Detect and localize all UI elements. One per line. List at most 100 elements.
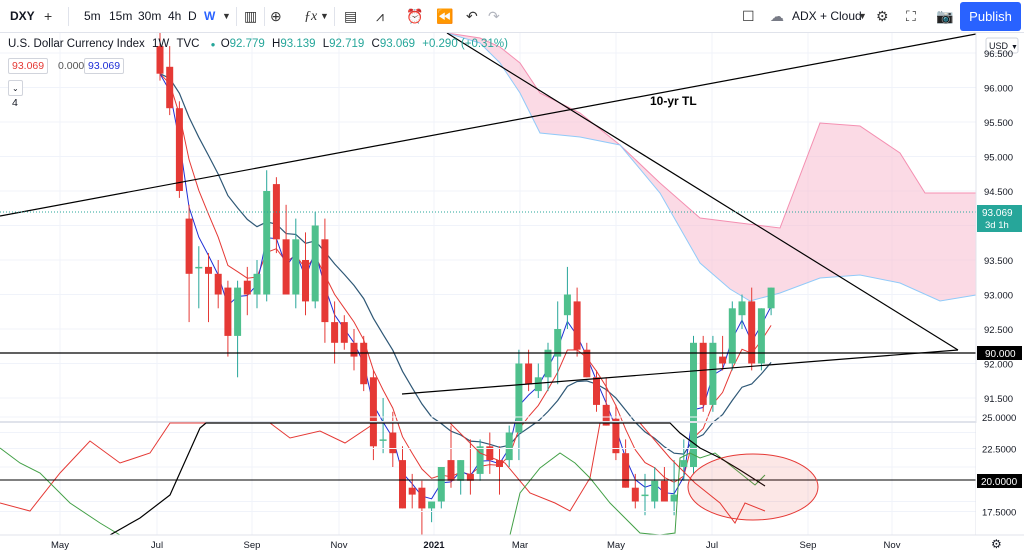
layout-checkbox-icon[interactable]: ☐ bbox=[742, 8, 755, 24]
level-label: 90.000 bbox=[985, 349, 1016, 360]
candle-body bbox=[505, 432, 513, 461]
candle-body bbox=[466, 473, 474, 481]
grid bbox=[0, 33, 976, 537]
toolbar-divider bbox=[264, 7, 265, 26]
candle-body bbox=[583, 349, 591, 378]
collapsed-indicators-toggle[interactable]: ⌄ 4 bbox=[8, 80, 23, 109]
publish-button[interactable]: Publish bbox=[960, 2, 1021, 31]
candle-body bbox=[379, 439, 387, 441]
interval-d[interactable]: D bbox=[188, 9, 197, 23]
candle-body bbox=[563, 294, 571, 316]
adx-level-label-bg bbox=[977, 474, 1022, 488]
candle-body bbox=[767, 287, 775, 309]
candle-body bbox=[641, 494, 649, 497]
currency-selector[interactable] bbox=[985, 37, 1019, 54]
candle-body bbox=[728, 308, 736, 364]
candle-body bbox=[311, 225, 319, 302]
toolbar-divider bbox=[236, 7, 237, 26]
candle-body bbox=[292, 239, 300, 295]
ohlc-close: 93.069 bbox=[379, 38, 416, 50]
interval-5m[interactable]: 5m bbox=[84, 9, 101, 23]
highlight-ellipse[interactable] bbox=[687, 453, 819, 521]
snapshot-camera-icon[interactable]: 📷 bbox=[936, 8, 954, 24]
candle-body bbox=[593, 377, 600, 405]
price-tick: 96.000 bbox=[984, 84, 1013, 95]
currency-chevron-down-icon[interactable]: ▼ bbox=[1011, 44, 1018, 51]
candle-body bbox=[302, 260, 309, 302]
candle-body bbox=[680, 460, 688, 467]
candles bbox=[156, 33, 775, 536]
candle-body bbox=[573, 301, 581, 350]
candle-body bbox=[360, 342, 368, 385]
redo-icon[interactable]: ↷ bbox=[488, 8, 500, 24]
adx-line bbox=[109, 422, 766, 536]
financials-bars-icon[interactable]: ▤ bbox=[344, 8, 358, 24]
candle-body bbox=[408, 487, 416, 495]
indicators-fx-icon[interactable]: ƒx bbox=[304, 9, 318, 24]
alert-chart-icon[interactable]: ⩘ bbox=[376, 8, 384, 24]
price-tick: 93.000 bbox=[984, 291, 1013, 302]
candle-body bbox=[263, 191, 271, 295]
time-tick: Nov bbox=[331, 540, 348, 551]
candle-body bbox=[660, 480, 668, 502]
time-axis[interactable] bbox=[0, 535, 1024, 552]
candle-body bbox=[670, 494, 678, 502]
legend-interval: 1W bbox=[151, 38, 170, 50]
price-tick: 92.000 bbox=[984, 360, 1013, 371]
candle-body bbox=[534, 377, 542, 392]
ascending-trendline[interactable] bbox=[401, 349, 959, 395]
add-indicator-plus-icon[interactable]: ⊕ bbox=[270, 8, 282, 24]
candle-body bbox=[282, 239, 290, 295]
indicator-template-label[interactable]: ADX + Cloud bbox=[792, 9, 862, 23]
time-tick: May bbox=[51, 540, 69, 551]
settings-gear-icon[interactable]: ⚙ bbox=[876, 8, 889, 24]
ohlc-change: +0.290 (+0.31%) bbox=[422, 38, 508, 50]
price-tick: 96.500 bbox=[984, 49, 1013, 60]
candle-body bbox=[253, 273, 261, 295]
candle-body bbox=[243, 280, 251, 295]
di-minus-line bbox=[0, 422, 766, 524]
candle-body bbox=[428, 501, 436, 509]
candle-body bbox=[195, 266, 203, 269]
ten-year-trendline[interactable] bbox=[0, 33, 977, 217]
ohlc-open: 92.779 bbox=[229, 38, 265, 50]
time-tick: 2021 bbox=[423, 540, 445, 551]
currency-label: USD bbox=[989, 41, 1009, 51]
alarm-clock-icon[interactable]: ⏰ bbox=[406, 8, 424, 24]
candle-body bbox=[515, 363, 523, 433]
symbol-search[interactable]: DXY bbox=[10, 9, 35, 23]
candle-body bbox=[486, 446, 494, 461]
interval-4h[interactable]: 4h bbox=[168, 9, 182, 23]
interval-chevron-down-icon[interactable]: ▼ bbox=[222, 11, 231, 21]
candle-body bbox=[651, 480, 659, 502]
compare-add-icon[interactable]: + bbox=[44, 8, 53, 24]
indicator-value-1: 93.069 bbox=[8, 58, 49, 74]
candle-body bbox=[224, 287, 232, 336]
candle-body bbox=[321, 239, 329, 323]
undo-icon[interactable]: ↶ bbox=[466, 8, 478, 24]
fullscreen-icon[interactable]: ⛶ bbox=[906, 8, 916, 24]
candle-body bbox=[612, 418, 620, 454]
candle-body bbox=[350, 342, 358, 357]
indicators-chevron-down-icon[interactable]: ▼ bbox=[320, 11, 329, 21]
legend-title-row: U.S. Dollar Currency Index 1W TVC ● O92.… bbox=[8, 38, 508, 50]
interval-30m[interactable]: 30m bbox=[138, 9, 162, 23]
chart-background bbox=[0, 33, 976, 552]
chart-canvas[interactable]: 10-yr TL USD ▼ 96.500 96.000 95.500 95.000 9… bbox=[0, 33, 1024, 552]
template-cloud-icon[interactable]: ☁ bbox=[770, 8, 784, 24]
instrument-name[interactable]: U.S. Dollar Currency Index bbox=[8, 38, 145, 50]
interval-w[interactable]: W bbox=[204, 9, 216, 23]
interval-15m[interactable]: 15m bbox=[109, 9, 133, 23]
replay-rewind-icon[interactable]: ⏪ bbox=[436, 8, 454, 24]
axis-settings-gear-icon[interactable]: ⚙ bbox=[991, 537, 1002, 551]
descending-trendline[interactable] bbox=[446, 33, 959, 351]
candle-body bbox=[234, 287, 242, 336]
candle-body bbox=[418, 487, 426, 509]
template-chevron-down-icon[interactable]: ▼ bbox=[858, 11, 867, 21]
price-tick: 92.500 bbox=[984, 325, 1013, 336]
bar-countdown: 3d 1h bbox=[985, 220, 1009, 231]
time-tick: Sep bbox=[244, 540, 261, 551]
ohlc-high-label: H bbox=[272, 38, 281, 50]
toolbar-divider bbox=[68, 7, 69, 26]
candle-style-icon[interactable]: ▥ bbox=[244, 8, 258, 24]
